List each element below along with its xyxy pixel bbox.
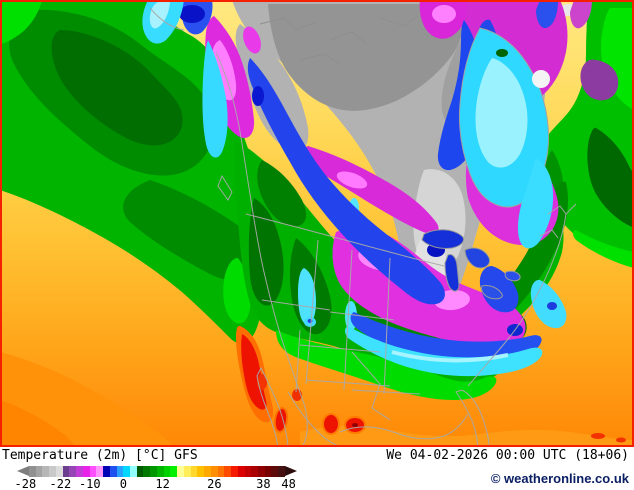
colorbar-tick-label: 48 [281,477,296,490]
labrador-dark-purple [580,59,619,101]
colorbar-segment [62,466,70,477]
colorbar-segment [76,466,83,477]
copyright: © weatheronline.co.uk [490,471,629,486]
colorbar-segment [55,466,63,477]
colorbar-tick-label: 12 [155,477,170,490]
colorbar-right-arrow [284,466,297,476]
colorbar-segment [170,466,178,477]
gulf-of-mexico-warm [300,425,634,447]
colorbar-segment [29,466,36,477]
colorbar-segment [251,466,258,477]
hot-spots [236,325,626,443]
colorbar-segment [42,466,50,477]
colorbar-segment [89,466,97,477]
colorbar-segment [96,466,104,477]
colorbar-segment [143,466,151,477]
temperature-colorbar: -28 -22 -10 0 12 26 38 48 [15,466,297,490]
legend-title: Temperature (2m) [°C] GFS [2,448,198,463]
colorbar-segment [150,466,157,477]
colorbar-segment [217,466,225,477]
colorbar-ticks: -28 -22 -10 0 12 26 38 48 [14,477,297,490]
colorbar-segment [177,466,184,477]
colorbar-left-arrow [17,466,29,476]
st-lawrence-cyan [517,158,554,249]
colorbar-segment [123,466,131,477]
lake-erie [481,285,503,300]
colorbar-segment [163,466,171,477]
colorbar-segment [190,466,198,477]
colorbar-segment [224,466,232,477]
diagonal-blue-band [247,58,445,305]
colorbar-segment [197,466,205,477]
colorbar-tick-label: -10 [78,477,101,490]
baja-hot-spot [275,409,287,431]
us-canada-border [245,213,445,267]
colorbar-segment [130,466,137,477]
colorbar-segment [264,466,272,477]
great-lakes [421,229,521,300]
colorbar-segment [103,466,110,477]
lake-michigan [444,254,460,292]
midwest-cyan-band [345,326,543,377]
colorbar-tick-label: -28 [14,477,37,490]
colorbar-segment [183,466,191,477]
cyan-regions [142,0,567,377]
map-canvas [0,0,634,447]
sierra-cyan-spot [298,268,316,325]
colorbar-segment [69,466,77,477]
temperature-map [0,0,634,447]
baja-peninsula-outline [256,366,289,447]
colorbar-segment [237,466,245,477]
colorbar-segment [82,466,90,477]
colorbar-segment [35,466,43,477]
coastlines-and-borders [149,7,577,447]
lake-superior [421,229,465,249]
forecast-datetime: We 04-02-2026 00:00 UTC (18+06) [386,448,629,463]
map-frame [0,0,634,447]
colorbar-segment [244,466,252,477]
colorbar-tick-label: 26 [207,477,222,490]
colorbar-segment [116,466,124,477]
colorbar-segment [257,466,265,477]
lake-huron [464,247,491,269]
colorbar-segment [271,466,279,477]
colorbar-segment [278,466,285,477]
lake-ontario [504,270,521,282]
colorbar-tick-label: 38 [256,477,271,490]
colorbar-segments [17,466,297,477]
legend-area: Temperature (2m) [°C] GFS -28 -22 -10 0 12 26… [0,447,634,490]
colorbar-segment [136,466,144,477]
colorbar-tick-label: -22 [49,477,72,490]
cascades-cold-green [248,198,284,306]
colorbar-segment [49,466,56,477]
colorbar-segment [109,466,117,477]
colorbar-segment [210,466,218,477]
colorbar-segment [156,466,164,477]
colorbar-segment [231,466,238,477]
florida-outline [455,389,490,447]
colorbar-tick-label: 0 [119,477,128,490]
colorbar-segment [204,466,211,477]
